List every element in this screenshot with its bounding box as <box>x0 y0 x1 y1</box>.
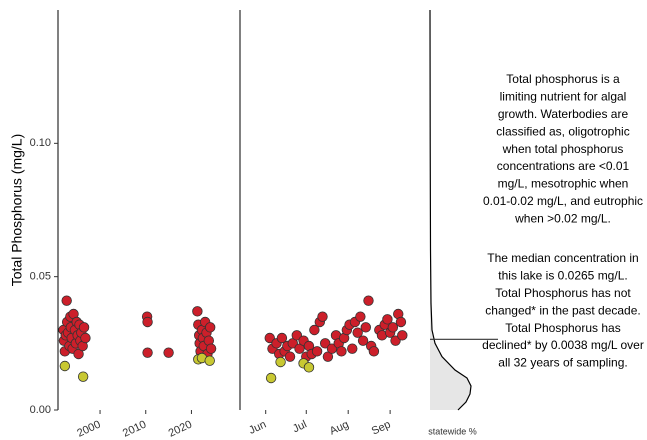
data-point <box>264 332 275 344</box>
data-point <box>326 343 338 354</box>
data-point <box>357 335 369 346</box>
data-point <box>192 306 203 317</box>
data-point <box>311 346 323 357</box>
annotation-line: mg/L, mesotrophic when <box>498 177 629 191</box>
annotation-line: 0.01-0.02 mg/L, and eutrophic <box>483 194 643 208</box>
data-point <box>395 316 407 328</box>
x-tick-label: 2010 <box>121 418 148 439</box>
annotation-line: this lake is 0.0265 mg/L. <box>498 269 627 283</box>
annotation-line: limiting nutrient for algal <box>500 90 627 104</box>
data-point <box>142 347 153 358</box>
data-point <box>352 327 363 338</box>
data-point <box>204 355 215 366</box>
data-point <box>347 343 358 354</box>
annotation-line: when total phosphorus <box>502 142 624 156</box>
data-point <box>80 332 91 344</box>
data-point <box>317 311 328 322</box>
annotation-line: growth. Waterbodies are <box>498 107 629 121</box>
data-point <box>368 346 380 357</box>
y-tick-label: 0.00 <box>30 404 51 416</box>
data-point <box>77 371 89 382</box>
data-point <box>276 332 288 344</box>
data-point <box>61 295 72 306</box>
data-point <box>205 343 217 354</box>
annotation-line: Total Phosphorus has not <box>495 286 631 300</box>
data-point <box>355 311 366 322</box>
annotation-line: when >0.02 mg/L. <box>514 211 611 225</box>
data-point <box>336 346 347 357</box>
data-point <box>320 338 331 349</box>
density-area <box>430 10 471 410</box>
annotation-line: declined* by 0.0038 mg/L over <box>482 338 644 352</box>
data-point <box>397 330 408 341</box>
annotation-line: concentrations are <0.01 <box>497 159 630 173</box>
data-point <box>387 322 399 333</box>
data-point <box>284 351 296 362</box>
data-point <box>382 314 393 325</box>
data-point <box>275 356 286 368</box>
data-point <box>73 348 84 360</box>
x-tick-label: 2020 <box>167 418 194 439</box>
data-point <box>78 322 90 333</box>
x-tick-label: Jul <box>291 418 309 435</box>
density-line <box>429 9 472 411</box>
x-tick-label: Jun <box>247 418 268 436</box>
y-axis-label: Total Phosphorus (mg/L) <box>9 134 25 287</box>
x-axis-label: statewide % <box>428 426 477 436</box>
x-tick-label: Aug <box>328 418 351 437</box>
annotation-line: classified as, oligotrophic <box>496 124 629 138</box>
annotation-line: The median concentration in <box>487 251 638 265</box>
data-point <box>204 322 216 333</box>
annotation-line: changed* in the past decade. <box>485 303 640 317</box>
data-point <box>390 335 401 346</box>
data-point <box>363 295 374 306</box>
data-point <box>163 347 174 358</box>
x-tick-label: Sep <box>370 418 393 437</box>
annotation-line: Total Phosphorus has <box>505 321 620 335</box>
x-tick-label: 2000 <box>75 418 102 439</box>
data-point <box>360 322 371 333</box>
data-point <box>265 372 277 384</box>
data-point <box>291 330 303 341</box>
data-point <box>59 360 71 372</box>
y-tick-label: 0.05 <box>30 271 51 283</box>
data-point <box>303 362 315 373</box>
annotation-line: all 32 years of sampling. <box>498 356 627 370</box>
data-point <box>142 316 153 328</box>
y-tick-label: 0.10 <box>30 137 51 149</box>
annotation-line: Total phosphorus is a <box>506 72 620 86</box>
data-point <box>309 324 320 336</box>
